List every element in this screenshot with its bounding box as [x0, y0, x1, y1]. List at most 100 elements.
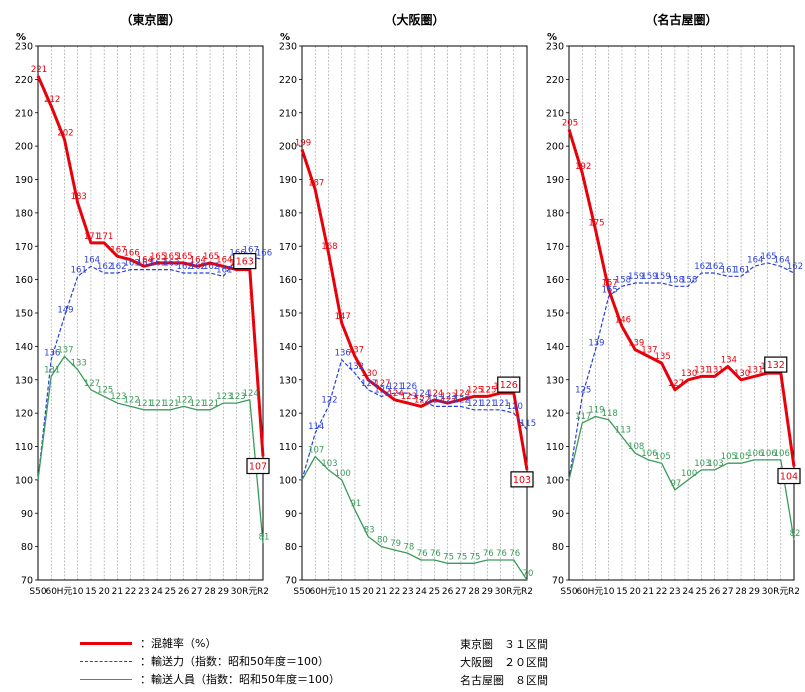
y-tick-label-nagoya: 210	[546, 108, 564, 119]
data-label-capacity-nagoya: 125	[575, 385, 591, 395]
data-label-passengers-osaka: 76	[483, 549, 494, 559]
data-label-passengers-tokyo: 137	[57, 345, 73, 355]
data-label-congestion-tokyo: 164	[190, 255, 206, 265]
boxed-value-nagoya: 132	[767, 360, 785, 371]
data-label-passengers-tokyo: 121	[150, 399, 166, 409]
legend-passengers-label: ：輸送人員（指数：昭和50年度＝100）	[140, 673, 340, 686]
data-label-congestion-osaka: 122	[414, 395, 430, 405]
x-tick-label-nagoya: 29	[749, 587, 761, 597]
y-tick-label-osaka: 150	[279, 309, 297, 320]
y-tick-label-nagoya: 150	[546, 309, 564, 320]
x-tick-label-tokyo: 21	[112, 587, 123, 597]
data-label-passengers-nagoya: 113	[615, 425, 631, 435]
y-tick-label-nagoya: 120	[546, 409, 564, 420]
legend-capacity-swatch	[80, 660, 132, 662]
data-label-passengers-nagoya: 119	[588, 405, 604, 415]
x-tick-label-osaka: 10	[336, 587, 348, 597]
boxed-value-tokyo: 163	[236, 257, 254, 268]
y-tick-label-tokyo: 140	[15, 342, 33, 353]
y-tick-label-nagoya: 160	[546, 275, 564, 286]
y-tick-label-osaka: 80	[285, 542, 297, 553]
data-label-congestion-osaka: 199	[295, 138, 311, 148]
plot-frame-nagoya	[568, 45, 795, 581]
boxed-value-tokyo: 107	[249, 462, 267, 473]
x-tick-label-tokyo: 15	[85, 587, 96, 597]
data-label-capacity-osaka: 122	[454, 395, 470, 405]
y-tick-label-nagoya: 180	[546, 208, 564, 219]
data-label-capacity-tokyo: 163	[150, 259, 166, 269]
y-tick-label-osaka: 210	[279, 108, 297, 119]
y-axis-unit-osaka: %	[280, 32, 290, 43]
y-tick-label-osaka: 130	[279, 375, 297, 386]
data-label-congestion-nagoya: 146	[615, 315, 631, 325]
data-label-congestion-osaka: 125	[480, 385, 496, 395]
y-tick-label-tokyo: 190	[15, 175, 33, 186]
data-label-congestion-osaka: 187	[308, 179, 324, 189]
x-tick-label-osaka: 23	[402, 587, 413, 597]
data-label-congestion-tokyo: 183	[71, 192, 87, 202]
series-line-capacity-osaka	[301, 359, 528, 481]
y-tick-label-tokyo: 130	[15, 375, 33, 386]
x-tick-label-nagoya: 25	[696, 587, 707, 597]
y-tick-label-tokyo: 220	[15, 75, 33, 86]
data-label-capacity-osaka: 121	[493, 399, 509, 409]
data-label-capacity-osaka: 122	[321, 395, 337, 405]
data-label-capacity-osaka: 115	[520, 419, 536, 429]
data-label-capacity-tokyo: 162	[110, 262, 126, 272]
data-label-capacity-nagoya: 161	[734, 265, 750, 275]
data-label-passengers-tokyo: 121	[203, 399, 219, 409]
data-label-congestion-tokyo: 202	[57, 128, 73, 138]
data-label-passengers-nagoya: 103	[694, 459, 710, 469]
y-tick-label-tokyo: 90	[21, 509, 33, 520]
data-label-capacity-nagoya: 162	[787, 262, 803, 272]
data-label-capacity-osaka: 114	[308, 422, 324, 432]
data-label-passengers-tokyo: 131	[44, 365, 60, 375]
y-tick-label-osaka: 170	[279, 242, 297, 253]
data-label-congestion-tokyo: 171	[84, 232, 100, 242]
data-label-passengers-nagoya: 105	[721, 452, 737, 462]
data-label-congestion-nagoya: 157	[602, 279, 618, 289]
data-label-passengers-nagoya: 108	[628, 442, 644, 452]
data-label-passengers-osaka: 107	[308, 446, 324, 456]
y-tick-label-osaka: 220	[279, 75, 297, 86]
x-tick-label-nagoya: S50	[560, 587, 577, 597]
x-tick-label-tokyo: 24	[151, 587, 163, 597]
y-tick-label-tokyo: 230	[15, 42, 33, 53]
data-label-passengers-osaka: 76	[509, 549, 520, 559]
y-tick-label-osaka: 120	[279, 409, 297, 420]
data-label-capacity-nagoya: 159	[628, 272, 644, 282]
x-tick-label-nagoya: 23	[669, 587, 680, 597]
data-label-passengers-nagoya: 97	[670, 479, 681, 489]
x-tick-label-osaka: 26	[442, 587, 454, 597]
data-label-passengers-osaka: 70	[523, 569, 534, 579]
x-tick-label-nagoya: R元	[773, 587, 788, 597]
data-label-congestion-tokyo: 164	[216, 255, 232, 265]
data-label-congestion-osaka: 168	[321, 242, 337, 252]
data-label-capacity-tokyo: 167	[243, 245, 259, 255]
legend: ：混雑率（%） ：輸送力（指数：昭和50年度＝100） ：輸送人員（指数：昭和5…	[80, 635, 780, 690]
x-tick-label-nagoya: 28	[735, 587, 747, 597]
y-tick-label-osaka: 100	[279, 475, 297, 486]
y-tick-label-nagoya: 230	[546, 42, 564, 53]
data-label-passengers-osaka: 75	[470, 552, 481, 562]
data-label-capacity-osaka: 121	[480, 399, 496, 409]
data-label-passengers-osaka: 100	[335, 469, 351, 479]
data-label-congestion-nagoya: 127	[668, 379, 684, 389]
data-label-capacity-nagoya: 162	[694, 262, 710, 272]
series-line-congestion-tokyo	[36, 75, 265, 457]
data-label-congestion-nagoya: 131	[694, 365, 710, 375]
data-label-capacity-osaka: 122	[427, 395, 443, 405]
x-tick-label-osaka: 20	[362, 587, 374, 597]
x-tick-label-tokyo: 27	[191, 587, 202, 597]
data-label-congestion-osaka: 123	[440, 392, 456, 402]
y-tick-label-tokyo: 180	[15, 208, 33, 219]
x-tick-label-osaka: S50	[293, 587, 310, 597]
legend-congestion-label: ：混雑率（%）	[140, 637, 217, 650]
y-tick-label-osaka: 180	[279, 208, 297, 219]
y-tick-label-osaka: 110	[279, 442, 297, 453]
data-label-congestion-tokyo: 165	[176, 252, 192, 262]
data-label-capacity-tokyo: 163	[163, 259, 179, 269]
series-line-capacity-nagoya	[568, 262, 795, 480]
data-label-congestion-nagoya: 131	[707, 365, 723, 375]
x-tick-label-tokyo: 25	[165, 587, 176, 597]
